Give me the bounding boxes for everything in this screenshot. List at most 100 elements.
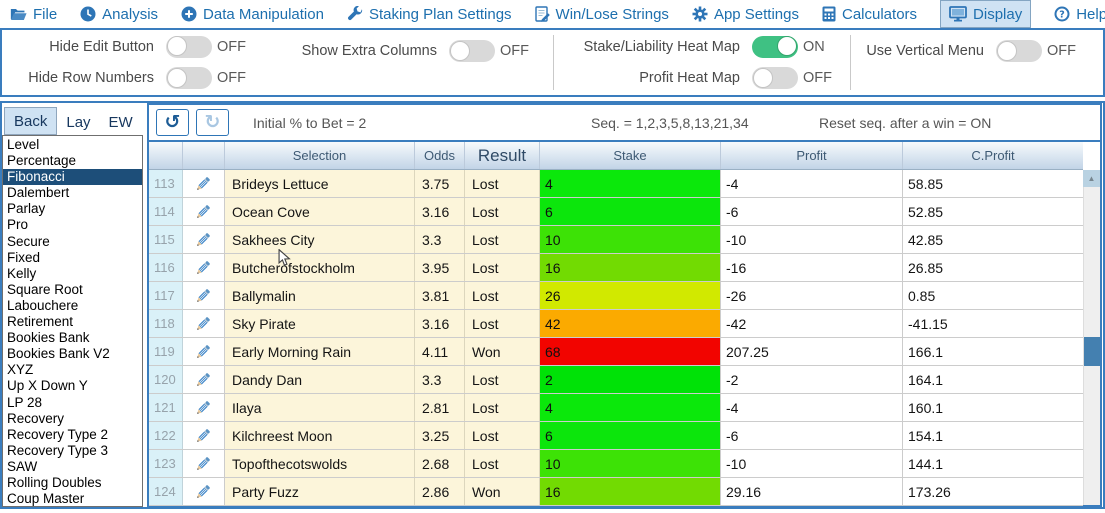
header-stake[interactable]: Stake [540,142,721,169]
svg-text:?: ? [1059,9,1065,20]
staking-plan-item[interactable]: Dalembert [7,185,70,201]
header-profit[interactable]: Profit [721,142,903,169]
staking-plan-item[interactable]: Level [7,137,40,152]
menu-label: Staking Plan Settings [368,5,512,23]
staking-plan-item[interactable]: Fibonacci [3,169,142,186]
results-grid: Selection Odds Result Stake Profit C.Pro… [149,142,1100,506]
menu-help[interactable]: ? Help [1054,0,1105,28]
staking-plan-item[interactable]: Pro [7,217,29,233]
staking-plan-item[interactable]: Up X Down Y [7,378,88,394]
row-number-cell: 124 [149,478,183,505]
staking-plan-item[interactable]: Square Root [7,281,83,297]
stake-liability-heat-map-toggle[interactable] [752,35,798,58]
tab-ew[interactable]: EW [108,114,133,131]
scroll-up-button[interactable]: ▲ [1083,170,1100,187]
menu-analysis[interactable]: Analysis [80,0,158,28]
menu-label: Calculators [842,5,918,23]
undo-button[interactable]: ↺ [156,109,189,136]
selection-cell: Kilchreest Moon [225,422,415,449]
tab-lay[interactable]: Lay [66,114,91,131]
header-selection[interactable]: Selection [225,142,415,169]
menu-label: Data Manipulation [203,5,324,23]
odds-cell: 2.81 [415,394,465,421]
staking-plan-item[interactable]: Bookies Bank [7,330,90,346]
settings-group-menu: Use Vertical Menu OFF [861,30,1076,95]
menu-label: File [33,5,58,23]
staking-plan-item[interactable]: SAW [7,458,38,474]
edit-row-button[interactable] [183,310,225,337]
edit-row-button[interactable] [183,198,225,225]
tab-back[interactable]: Back [4,107,58,135]
edit-row-button[interactable] [183,226,225,253]
edit-row-button[interactable] [183,478,225,505]
table-row: 116 Butcherofstockholm 3.95 Lost 16 -16 … [149,254,1083,282]
header-cprofit[interactable]: C.Profit [971,148,1015,163]
menu-app-settings[interactable]: App Settings [692,0,799,28]
selection-cell: Early Morning Rain [225,338,415,365]
folder-icon [10,7,27,22]
menu-display[interactable]: Display [940,0,1032,28]
document-edit-icon [534,6,550,22]
staking-plan-item[interactable]: Kelly [7,265,37,281]
staking-plan-item[interactable]: Rolling Doubles [7,474,102,490]
settings-group-heatmap: Stake/Liability Heat Map ON Profit Heat … [574,30,832,95]
staking-plan-item[interactable]: Secure [7,233,50,249]
edit-row-button[interactable] [183,170,225,197]
pencil-icon [197,177,210,190]
table-row: 121 Ilaya 2.81 Lost 4 -4 160.1 [149,394,1083,422]
edit-row-button[interactable] [183,254,225,281]
redo-button[interactable]: ↻ [196,109,229,136]
header-result[interactable]: Result [465,142,540,169]
result-cell: Lost [465,226,540,253]
staking-table-panel: ↺ ↻ Initial % to Bet = 2 Seq. = 1,2,3,5,… [147,103,1102,507]
pencil-icon [197,401,210,414]
staking-plan-item[interactable]: Recovery Type 3 [7,442,109,458]
edit-row-button[interactable] [183,394,225,421]
edit-row-button[interactable] [183,282,225,309]
cumulative-profit-cell: 0.85 [903,282,1083,309]
staking-plan-item[interactable]: LP 28 [7,394,43,410]
staking-plan-item[interactable]: Retirement [7,314,74,330]
edit-row-button[interactable] [183,422,225,449]
gear-icon [692,6,708,22]
show-extra-columns-toggle[interactable] [449,40,495,62]
menu-file[interactable]: File [10,0,57,28]
header-odds[interactable]: Odds [415,142,465,169]
profit-cell: 207.25 [721,338,903,365]
edit-row-button[interactable] [183,366,225,393]
staking-plan-item[interactable]: Bookies Bank V2 [7,346,110,362]
menu-win-lose-strings[interactable]: Win/Lose Strings [534,0,669,28]
staking-plan-item[interactable]: XYZ [7,362,34,378]
edit-row-button[interactable] [183,338,225,365]
scrollbar-thumb[interactable] [1084,337,1100,366]
stake-cell: 6 [540,422,721,449]
menu-staking-plan-settings[interactable]: Staking Plan Settings [347,0,512,28]
odds-cell: 3.25 [415,422,465,449]
hide-edit-button-toggle[interactable] [166,35,212,58]
scrollbar-track[interactable] [1083,187,1100,505]
cumulative-profit-cell: 164.1 [903,366,1083,393]
result-cell: Lost [465,450,540,477]
pencil-icon [197,261,210,274]
row-number-cell: 121 [149,394,183,421]
wrench-icon [347,6,363,22]
menu-data-manipulation[interactable]: Data Manipulation [181,0,324,28]
staking-plan-item[interactable]: Labouchere [7,297,79,313]
profit-heat-map-toggle[interactable] [752,67,798,90]
edit-row-button[interactable] [183,450,225,477]
profit-cell: -6 [721,422,903,449]
hide-row-numbers-toggle[interactable] [166,67,212,90]
staking-plan-item[interactable]: Recovery Type 2 [7,426,109,442]
staking-plan-item[interactable]: Parlay [7,201,46,217]
profit-cell: -6 [721,198,903,225]
staking-plan-item[interactable]: Fixed [7,249,41,265]
menu-calculators[interactable]: Calculators [822,0,917,28]
use-vertical-menu-toggle[interactable] [996,40,1042,62]
results-table: Selection Odds Result Stake Profit C.Pro… [149,142,1083,506]
row-number-cell: 114 [149,198,183,225]
staking-plan-item[interactable]: Coup Master [7,491,85,507]
header-row-number [149,142,183,169]
staking-plan-item[interactable]: Percentage [7,153,77,169]
pencil-icon [197,205,210,218]
staking-plan-item[interactable]: Recovery [7,410,65,426]
